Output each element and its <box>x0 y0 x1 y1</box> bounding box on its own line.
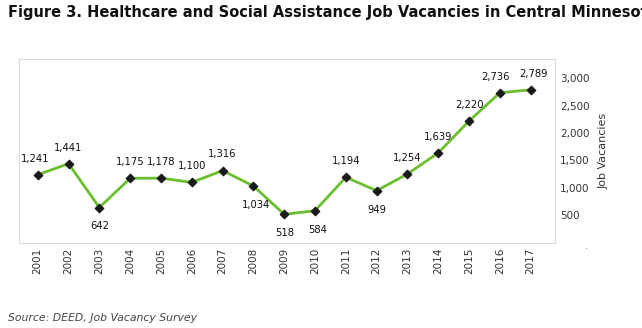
Point <box>526 87 536 92</box>
Point <box>372 188 382 193</box>
Text: 584: 584 <box>308 225 327 235</box>
Point <box>64 161 74 166</box>
Text: 2,789: 2,789 <box>519 69 548 79</box>
Text: 1,316: 1,316 <box>209 150 237 159</box>
Text: Source: DEED, Job Vacancy Survey: Source: DEED, Job Vacancy Survey <box>8 313 196 323</box>
Point <box>187 180 197 185</box>
Point <box>341 174 351 180</box>
Text: 1,639: 1,639 <box>424 132 453 142</box>
Text: 1,034: 1,034 <box>242 200 270 210</box>
Text: 1,100: 1,100 <box>178 161 206 171</box>
Text: 2,736: 2,736 <box>482 72 510 82</box>
Text: 1,178: 1,178 <box>147 157 175 167</box>
Text: 642: 642 <box>90 221 109 232</box>
Y-axis label: Job Vacancies: Job Vacancies <box>598 113 608 189</box>
Text: 518: 518 <box>275 228 293 238</box>
Point <box>248 183 259 189</box>
Point <box>218 168 228 173</box>
Point <box>94 205 105 210</box>
Text: 1,241: 1,241 <box>21 154 49 164</box>
Point <box>464 118 474 124</box>
Text: ·: · <box>585 245 588 255</box>
Point <box>279 212 290 217</box>
Text: 949: 949 <box>367 205 386 215</box>
Text: 1,441: 1,441 <box>55 143 83 153</box>
Point <box>310 208 320 213</box>
Text: 1,194: 1,194 <box>331 156 360 166</box>
Point <box>125 176 135 181</box>
Point <box>495 90 505 95</box>
Text: 1,175: 1,175 <box>116 157 144 167</box>
Text: Figure 3. Healthcare and Social Assistance Job Vacancies in Central Minnesota: Figure 3. Healthcare and Social Assistan… <box>8 5 642 20</box>
Point <box>33 172 43 177</box>
Point <box>433 150 444 155</box>
Text: 1,254: 1,254 <box>393 153 422 163</box>
Point <box>156 175 166 181</box>
Text: 2,220: 2,220 <box>455 100 483 110</box>
Point <box>403 171 413 176</box>
